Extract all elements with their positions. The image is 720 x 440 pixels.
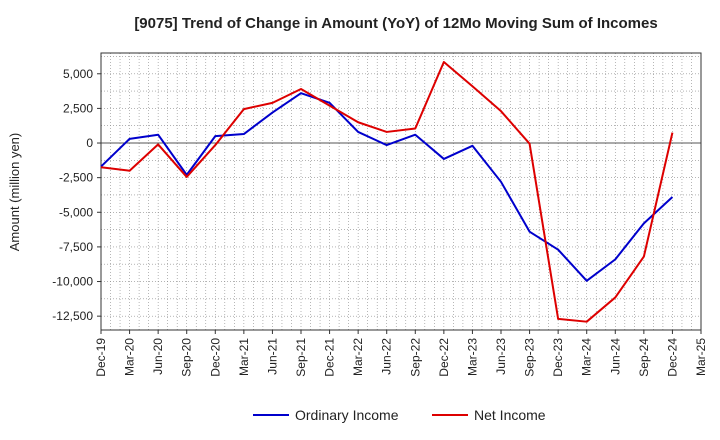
y-tick-label: -10,000 <box>52 275 93 289</box>
x-tick-label: Jun-22 <box>380 338 394 375</box>
y-tick-label: 0 <box>86 136 93 150</box>
x-tick-label: Jun-23 <box>494 338 508 375</box>
x-tick-label: Mar-22 <box>351 338 365 376</box>
x-tick-label: Dec-23 <box>551 338 565 377</box>
y-tick-label: 5,000 <box>63 67 93 81</box>
x-tick-label: Dec-21 <box>323 338 337 377</box>
y-tick-label: 2,500 <box>63 101 93 115</box>
legend-label: Ordinary Income <box>295 407 399 423</box>
x-tick-label: Dec-19 <box>94 338 108 377</box>
y-axis: 5,000 2,500 0 -2,500 -5,000 -7,500 -10,000 -12,… <box>52 67 101 323</box>
x-tick-label: Mar-21 <box>237 338 251 376</box>
x-tick-label: Sep-21 <box>294 338 308 377</box>
x-tick-label: Jun-21 <box>265 338 279 375</box>
x-tick-label: Mar-24 <box>580 338 594 376</box>
chart-title: [9075] Trend of Change in Amount (YoY) o… <box>134 15 657 32</box>
gridlines <box>101 53 701 330</box>
x-tick-label: Sep-24 <box>637 338 651 377</box>
y-tick-label: -2,500 <box>59 171 93 185</box>
x-tick-label: Jun-20 <box>151 338 165 375</box>
y-tick-label: -12,500 <box>52 309 93 323</box>
x-tick-label: Sep-23 <box>523 338 537 377</box>
x-tick-label: Mar-25 <box>694 338 708 376</box>
y-axis-label: Amount (million yen) <box>7 133 22 252</box>
series-line-net-income <box>100 61 674 323</box>
legend-label: Net Income <box>474 407 546 423</box>
y-tick-label: -5,000 <box>59 205 93 219</box>
x-tick-label: Sep-20 <box>180 338 194 377</box>
plot-area <box>100 52 702 331</box>
x-tick-label: Dec-20 <box>208 338 222 377</box>
x-tick-label: Mar-23 <box>465 338 479 376</box>
x-axis: Dec-19 Mar-20 Jun-20 Sep-20 Dec-20 Mar-21 Jun-… <box>94 330 708 377</box>
y-tick-label: -7,500 <box>59 240 93 254</box>
legend: Ordinary Income Net Income <box>253 407 546 423</box>
x-tick-label: Sep-22 <box>408 338 422 377</box>
x-tick-label: Dec-24 <box>665 338 679 377</box>
x-tick-label: Mar-20 <box>123 338 137 376</box>
x-tick-label: Jun-24 <box>608 338 622 375</box>
series-lines <box>100 61 674 323</box>
series-line-ordinary-income <box>100 92 674 282</box>
x-tick-label: Dec-22 <box>437 338 451 377</box>
